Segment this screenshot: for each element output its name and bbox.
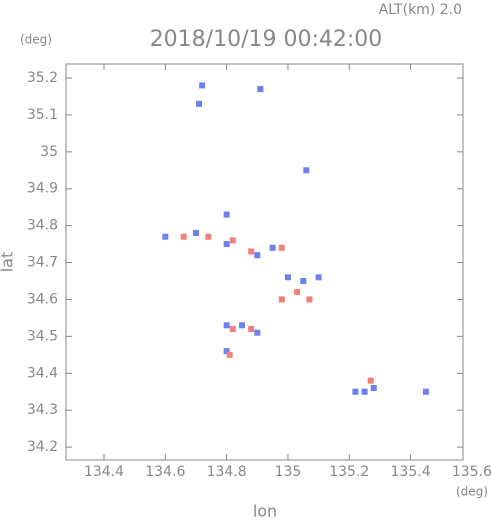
y-tick-label: 35: [40, 144, 58, 160]
x-tick-label: 134.8: [207, 464, 247, 480]
echo-cell: [315, 274, 322, 281]
echo-cell: [300, 278, 307, 285]
echo-cell: [192, 230, 199, 237]
x-unit: (deg): [456, 485, 488, 499]
chart-subtitle: ALT(km) 2.0: [379, 2, 462, 18]
echo-cell: [352, 388, 359, 395]
echo-cell: [229, 237, 236, 244]
echo-cell: [422, 388, 429, 395]
plot-frame: [65, 63, 464, 461]
chart-title: 2018/10/19 00:42:00: [150, 27, 383, 52]
x-tick-label: 134.4: [84, 464, 124, 480]
echo-cell: [223, 211, 230, 218]
echo-cell: [303, 167, 310, 174]
y-unit: (deg): [20, 33, 52, 47]
echo-cell: [361, 388, 368, 395]
echo-cell: [248, 325, 255, 332]
echo-cell: [254, 329, 261, 336]
echo-cell: [229, 325, 236, 332]
x-tick-label: 134.6: [145, 464, 185, 480]
x-tick-label: 135: [275, 464, 302, 480]
echo-cell: [223, 348, 230, 355]
x-tick-label: 135.4: [391, 464, 431, 480]
y-tick-label: 35.1: [27, 107, 58, 123]
y-tick-label: 35.2: [27, 70, 58, 86]
echo-cell: [238, 322, 245, 329]
y-tick-label: 34.4: [27, 365, 58, 381]
x-tick-label: 135.2: [329, 464, 369, 480]
echo-cell: [278, 296, 285, 303]
echo-cell: [367, 377, 374, 384]
y-axis-label: lat: [0, 252, 17, 273]
echo-cell: [254, 252, 261, 259]
echo-cell: [223, 322, 230, 329]
x-tick-label: 135.6: [452, 464, 491, 480]
echo-cell: [278, 244, 285, 251]
echo-cell: [257, 86, 264, 93]
y-tick-label: 34.3: [27, 402, 58, 418]
echo-cell: [162, 233, 169, 240]
echo-cell: [205, 233, 212, 240]
echo-cell: [223, 241, 230, 248]
echo-cell: [284, 274, 291, 281]
y-tick-label: 34.9: [27, 181, 58, 197]
echo-cell: [248, 248, 255, 255]
echo-cell: [199, 82, 206, 89]
y-tick-label: 34.6: [27, 291, 58, 307]
y-tick-label: 34.7: [27, 255, 58, 271]
echo-cell: [180, 233, 187, 240]
x-axis-label: lon: [253, 502, 277, 521]
echo-cell: [306, 296, 313, 303]
y-tick-label: 34.2: [27, 439, 58, 455]
y-tick-label: 34.8: [27, 218, 58, 234]
echo-cell: [226, 351, 233, 358]
echo-cell: [370, 385, 377, 392]
echo-cell: [196, 100, 203, 107]
echo-cell: [294, 289, 301, 296]
y-tick-label: 34.5: [27, 328, 58, 344]
echo-cell: [269, 244, 276, 251]
